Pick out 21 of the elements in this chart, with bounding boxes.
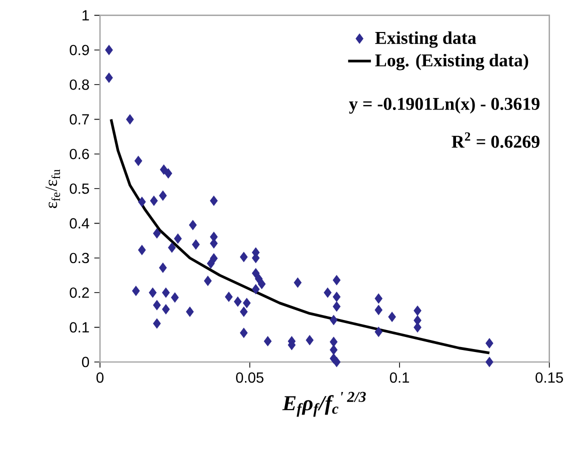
y-axis-title: ε$_{fe}$/ε$_{fu}$: [45, 169, 60, 208]
annotation: y = -0.1901Ln(x) - 0.3619: [349, 97, 540, 114]
legend-label: Log. (Existing data): [375, 54, 528, 70]
y-tick-label: 0.5: [70, 183, 89, 194]
y-tick-label: 0.1: [70, 322, 89, 333]
x-tick-label: 0.15: [536, 372, 563, 383]
x-axis-title: E$_{f}$ρ$_{f}$/f$_{c}$' 2/3: [282, 392, 366, 417]
x-tick-label: 0: [96, 372, 104, 383]
y-tick-label: 0.3: [70, 252, 89, 264]
y-tick-label: 1: [82, 10, 89, 20]
y-tick-label: 0.2: [70, 287, 89, 298]
legend-label: Existing data: [375, 31, 476, 48]
y-tick-label: 0: [82, 356, 90, 368]
annotation: R$^{2}$ = 0.6269: [452, 132, 540, 148]
y-tick-label: 0.9: [70, 44, 89, 56]
y-tick-label: 0.6: [70, 148, 89, 160]
x-tick-label: 0.1: [390, 372, 410, 383]
y-tick-label: 0.7: [70, 114, 89, 125]
y-tick-label: 0.8: [70, 79, 89, 90]
x-tick-label: 0.05: [236, 372, 264, 383]
y-tick-label: 0.4: [70, 218, 90, 229]
